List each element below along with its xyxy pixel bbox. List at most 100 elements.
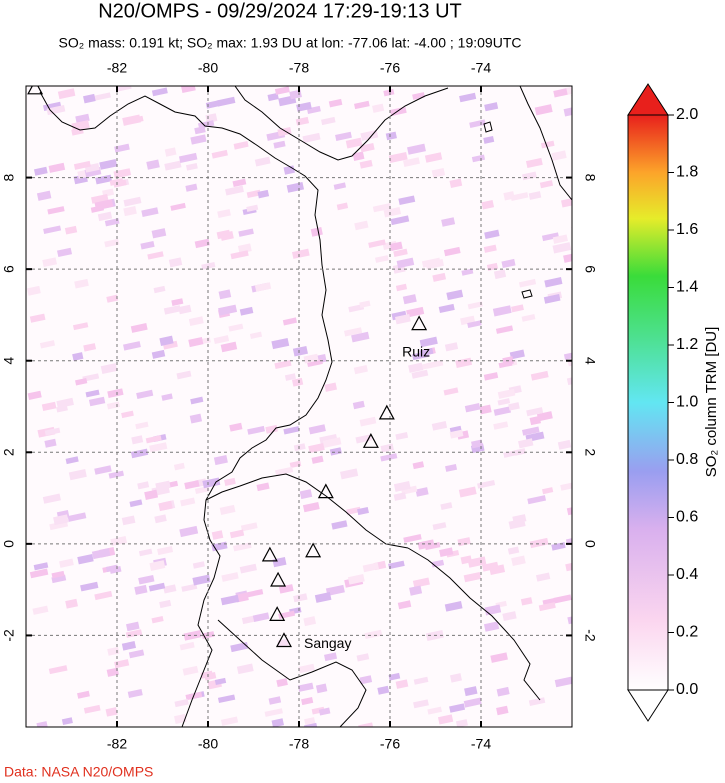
retrieval-pixel xyxy=(171,298,184,306)
retrieval-pixel xyxy=(157,545,174,556)
retrieval-pixel xyxy=(48,665,68,675)
retrieval-pixel xyxy=(424,152,443,163)
colorbar-tick-label: 1.8 xyxy=(676,164,698,181)
retrieval-pixel xyxy=(353,365,368,375)
retrieval-pixel xyxy=(471,154,486,163)
retrieval-pixel xyxy=(276,678,288,688)
retrieval-pixel xyxy=(460,555,473,565)
retrieval-pixel xyxy=(310,227,323,237)
retrieval-pixel xyxy=(68,469,87,481)
retrieval-pixel xyxy=(360,142,375,153)
retrieval-pixel xyxy=(29,313,46,323)
retrieval-pixel xyxy=(184,480,200,490)
retrieval-pixel xyxy=(483,135,495,144)
x-tick-label: -78 xyxy=(289,736,309,752)
retrieval-pixel xyxy=(302,501,320,513)
retrieval-pixel xyxy=(372,203,392,213)
x-tick-label: -82 xyxy=(107,736,127,752)
retrieval-pixel xyxy=(355,434,372,444)
x-tick-label: -80 xyxy=(198,736,218,752)
retrieval-pixel xyxy=(188,316,204,326)
volcanoes: Ruiz Sangay xyxy=(27,86,430,651)
retrieval-pixel xyxy=(56,397,74,409)
retrieval-pixel xyxy=(498,360,513,369)
colorbar-tick-label: 1.0 xyxy=(676,394,698,411)
retrieval-pixel xyxy=(128,649,145,659)
retrieval-pixel xyxy=(284,373,296,381)
retrieval-pixel xyxy=(189,413,203,424)
retrieval-pixel xyxy=(324,652,338,662)
retrieval-pixel xyxy=(542,487,554,495)
retrieval-pixel xyxy=(552,242,572,254)
retrieval-pixel xyxy=(44,438,57,448)
retrieval-pixel xyxy=(302,132,321,143)
retrieval-pixel xyxy=(237,243,252,254)
retrieval-pixel xyxy=(246,189,262,199)
retrieval-pixel xyxy=(220,341,238,353)
retrieval-pixel xyxy=(180,86,196,94)
retrieval-pixel xyxy=(407,143,426,155)
retrieval-pixel xyxy=(107,646,120,656)
retrieval-pixel xyxy=(539,180,554,189)
retrieval-pixel xyxy=(236,663,254,675)
retrieval-pixel xyxy=(164,160,182,171)
retrieval-pixel xyxy=(484,102,499,112)
retrieval-pixel xyxy=(324,382,338,392)
retrieval-pixel xyxy=(441,217,456,227)
retrieval-pixel xyxy=(538,602,556,612)
retrieval-pixel xyxy=(149,560,166,571)
retrieval-pixel xyxy=(432,522,447,531)
retrieval-pixel xyxy=(291,377,304,387)
retrieval-pixel xyxy=(218,304,238,316)
retrieval-pixel xyxy=(496,705,509,716)
retrieval-pixel xyxy=(205,100,221,109)
colorbar-tick-label: 0.6 xyxy=(676,509,698,526)
retrieval-pixel xyxy=(508,518,526,530)
retrieval-pixel xyxy=(83,343,97,352)
retrieval-pixel xyxy=(80,581,99,592)
retrieval-pixel xyxy=(540,140,555,149)
retrieval-pixel xyxy=(265,424,278,434)
retrieval-pixel xyxy=(216,96,236,107)
volcano-marker xyxy=(378,404,395,420)
retrieval-pixel xyxy=(306,358,323,368)
retrieval-pixel xyxy=(364,629,383,640)
retrieval-pixel xyxy=(190,134,207,145)
retrieval-pixel xyxy=(85,389,100,398)
retrieval-pixel xyxy=(561,197,572,208)
retrieval-pixel xyxy=(445,463,458,472)
volcano-label: Sangay xyxy=(304,635,351,651)
retrieval-pixel xyxy=(522,426,540,436)
retrieval-pixel xyxy=(293,443,306,452)
retrieval-pixel xyxy=(415,487,429,497)
retrieval-pixel xyxy=(479,404,492,415)
retrieval-pixel xyxy=(482,561,499,572)
retrieval-pixel xyxy=(197,120,215,129)
retrieval-pixel xyxy=(44,427,61,436)
retrieval-pixel xyxy=(268,696,282,705)
retrieval-pixel xyxy=(56,405,68,413)
retrieval-pixel xyxy=(543,293,561,304)
y-tick-label: -2 xyxy=(1,629,17,642)
retrieval-pixel xyxy=(247,425,265,435)
retrieval-pixel xyxy=(138,548,153,557)
retrieval-pixel xyxy=(536,411,553,422)
retrieval-pixel xyxy=(301,697,314,706)
retrieval-pixel xyxy=(289,460,302,469)
retrieval-pixel xyxy=(146,159,160,170)
retrieval-pixel xyxy=(148,582,166,592)
retrieval-pixel xyxy=(179,641,195,651)
retrieval-pixel xyxy=(100,363,118,374)
coastlines xyxy=(39,86,572,727)
retrieval-pixel xyxy=(159,335,174,346)
retrieval-pixel xyxy=(33,166,48,176)
retrieval-pixel xyxy=(74,278,89,289)
retrieval-pixel xyxy=(395,431,409,441)
retrieval-pixel xyxy=(560,482,572,491)
retrieval-pixel xyxy=(114,659,130,669)
retrieval-pixel xyxy=(151,349,166,359)
colorbar-tick-label: 1.2 xyxy=(676,336,698,353)
retrieval-pixel xyxy=(225,185,244,196)
retrieval-pixel xyxy=(135,421,149,430)
retrieval-pixel xyxy=(267,92,279,102)
